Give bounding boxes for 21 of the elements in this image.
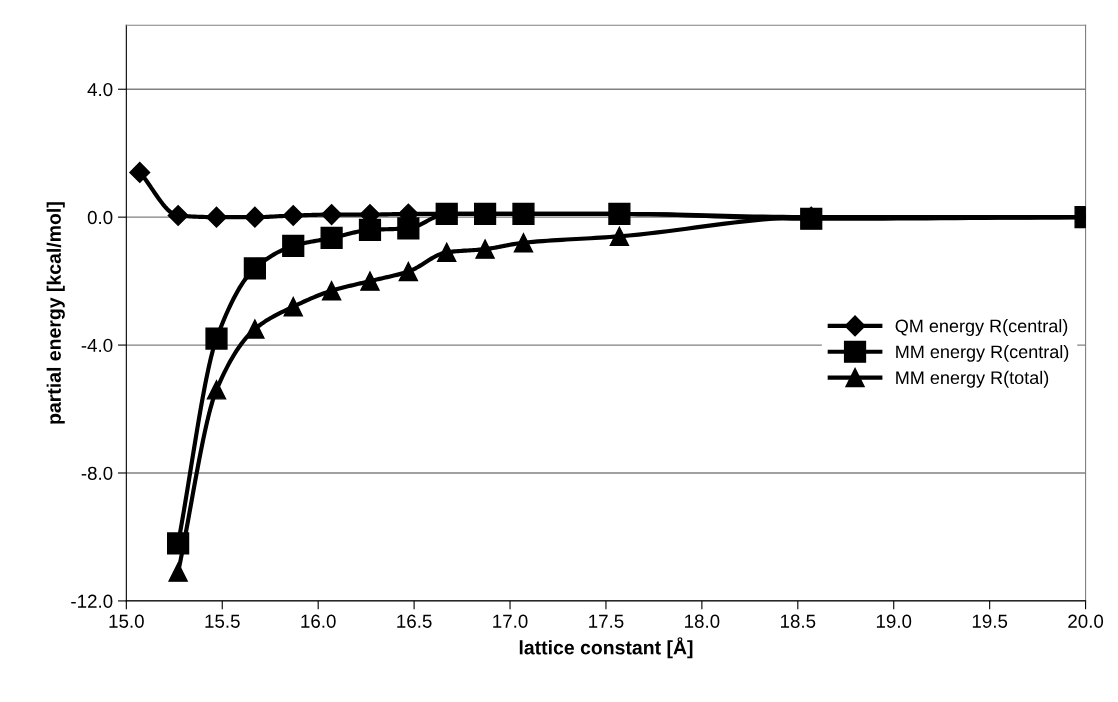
x-tick-label: 17.0 [493, 614, 528, 628]
x-tick-label: 16.5 [397, 614, 432, 628]
legend-label: MM energy R(total) [896, 370, 1049, 388]
x-tick-label: 19.5 [972, 614, 1008, 628]
x-tick-label: 15.0 [109, 614, 144, 628]
y-tick-label: -12.0 [71, 594, 113, 608]
legend-label: QM energy R(central) [895, 319, 1068, 336]
x-tick-label: 20.0 [1068, 614, 1104, 628]
y-axis-title: partial energy [kcal/mol] [46, 202, 65, 424]
x-tick-label: 16.0 [301, 614, 336, 628]
x-tick-label: 17.5 [589, 614, 624, 628]
y-tick-label: -8.0 [81, 466, 113, 480]
x-tick-label: 19.0 [876, 614, 912, 628]
legend-label: MM energy R(central) [896, 344, 1069, 362]
x-tick-label: 18.5 [780, 614, 816, 628]
x-tick-label: 15.5 [205, 614, 240, 628]
y-tick-label: 0.0 [87, 210, 113, 225]
y-tick-label: -4.0 [81, 338, 113, 353]
x-tick-label: 18.0 [685, 614, 720, 628]
y-tick-label: 4.0 [87, 82, 113, 97]
x-axis-title: lattice constant [Å] [519, 637, 693, 659]
